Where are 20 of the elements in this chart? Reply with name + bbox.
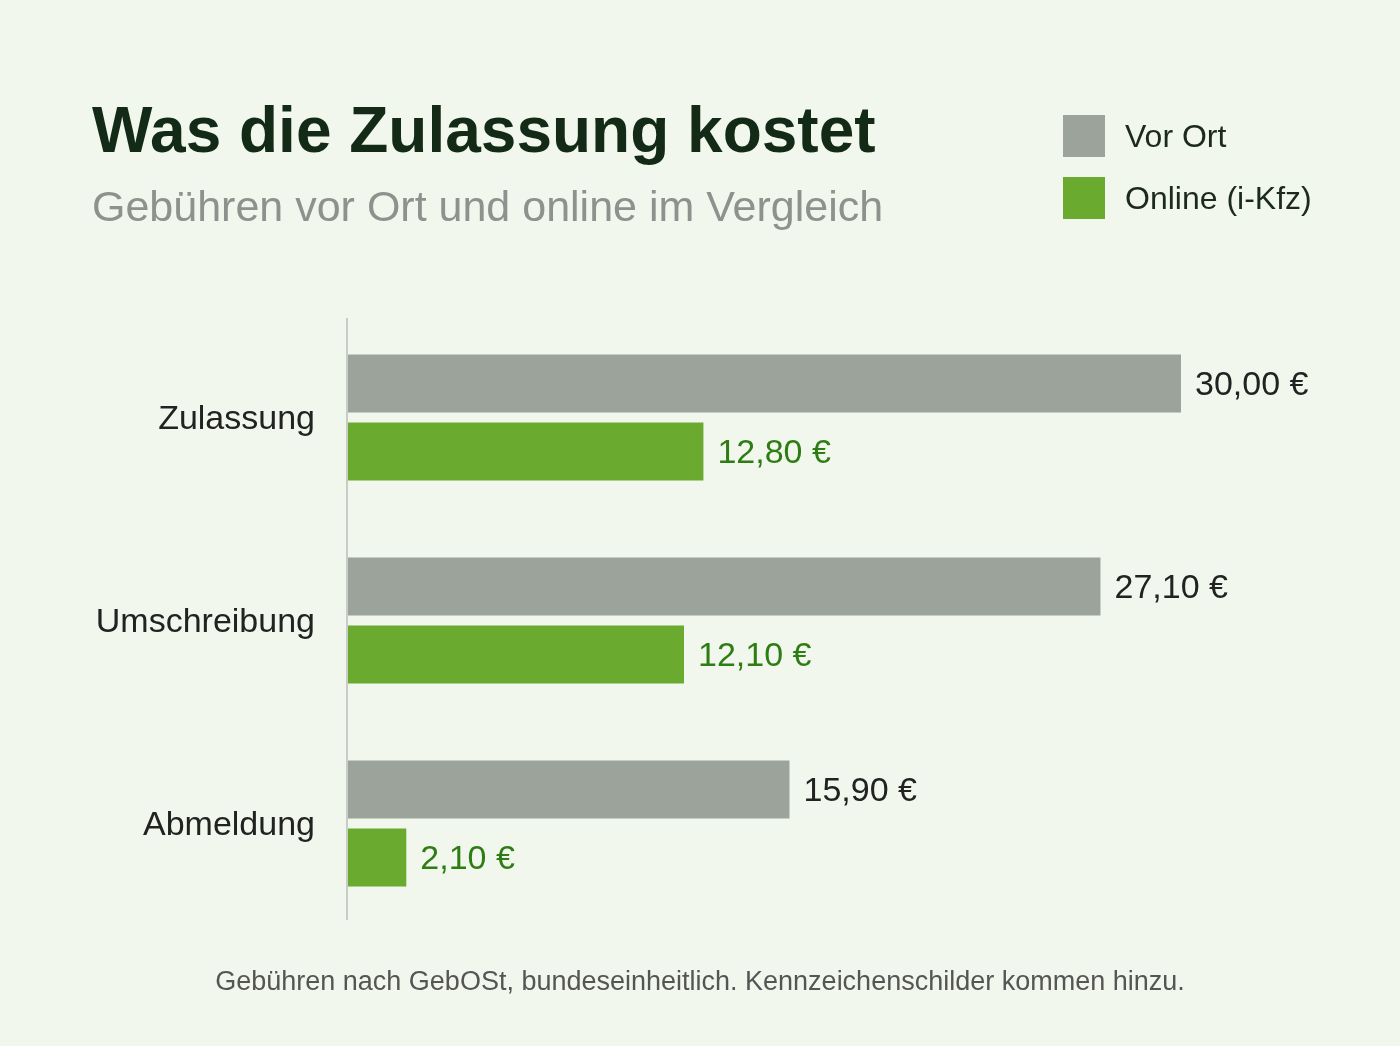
bar bbox=[348, 760, 790, 819]
legend-label: Vor Ort bbox=[1125, 118, 1227, 155]
data-label: 2,10 € bbox=[420, 838, 515, 877]
data-label: 27,10 € bbox=[1114, 567, 1229, 606]
bar bbox=[348, 828, 407, 887]
chart-title: Was die Zulassung kostet bbox=[92, 94, 876, 166]
data-label: 12,80 € bbox=[717, 432, 831, 471]
legend-label: Online (i-Kfz) bbox=[1125, 180, 1312, 217]
bar bbox=[348, 625, 684, 684]
y-tick-label: Zulassung bbox=[158, 398, 315, 437]
y-tick-label: Abmeldung bbox=[142, 804, 315, 843]
data-label: 30,00 € bbox=[1195, 364, 1309, 403]
text: Gebühren nach GebOSt, bundeseinheitlich. Kennzeichenschilder kommen hinzu. bbox=[215, 966, 1185, 996]
y-tick-label: Umschreibung bbox=[95, 601, 315, 640]
data-label: 12,10 € bbox=[697, 635, 812, 674]
bar bbox=[348, 557, 1101, 616]
bar bbox=[348, 354, 1181, 413]
bar bbox=[348, 422, 704, 481]
data-label: 15,90 € bbox=[803, 770, 918, 809]
chart-subtitle: Gebühren vor Ort und online im Vergleich bbox=[92, 182, 884, 230]
